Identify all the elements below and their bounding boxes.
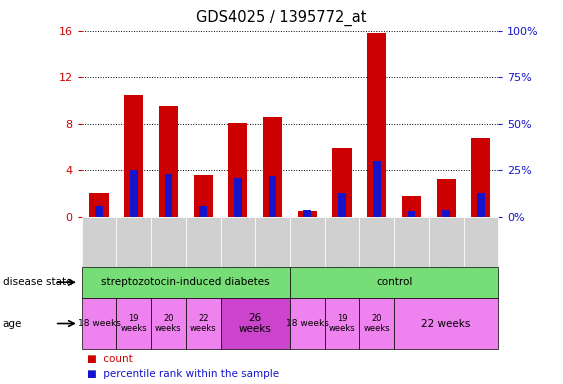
Bar [263,117,282,217]
Text: GSM317232: GSM317232 [199,220,208,274]
Text: GSM317267: GSM317267 [129,220,138,274]
Text: 22
weeks: 22 weeks [190,314,216,333]
Bar [164,174,172,217]
Text: 26
weeks: 26 weeks [239,313,272,334]
Bar [95,206,103,217]
Bar [229,122,247,217]
Text: 20
weeks: 20 weeks [364,314,390,333]
Text: control: control [376,277,412,287]
Text: ■  percentile rank within the sample: ■ percentile rank within the sample [87,369,279,379]
Text: 19
weeks: 19 weeks [120,314,147,333]
Text: GSM317234: GSM317234 [303,220,312,274]
Bar [130,170,137,217]
Text: GSM317177: GSM317177 [407,220,416,275]
Text: GSM317233: GSM317233 [442,220,450,274]
Bar [90,192,109,217]
Text: 19
weeks: 19 weeks [329,314,355,333]
Text: disease state: disease state [3,277,72,287]
Text: GSM317266: GSM317266 [372,220,381,274]
Text: GSM317237: GSM317237 [476,220,485,274]
Bar [199,206,207,217]
Bar [471,138,490,217]
Text: GSM317265: GSM317265 [164,220,173,274]
Text: 22 weeks: 22 weeks [422,318,471,329]
Text: GSM317231: GSM317231 [234,220,242,274]
Text: 18 weeks: 18 weeks [78,319,120,328]
Text: age: age [3,318,22,329]
Text: 20
weeks: 20 weeks [155,314,182,333]
Bar [443,210,450,217]
Text: GSM317236: GSM317236 [268,220,277,274]
Text: ■  count: ■ count [87,354,133,364]
Bar [124,95,143,217]
Bar [194,175,213,217]
Bar [408,211,415,217]
Bar [269,176,276,217]
Bar [402,196,421,217]
Text: 18 weeks: 18 weeks [286,319,329,328]
Bar [234,178,242,217]
Text: GSM317264: GSM317264 [338,220,346,274]
Text: GSM317235: GSM317235 [95,220,104,274]
Text: streptozotocin-induced diabetes: streptozotocin-induced diabetes [101,277,270,287]
Bar [338,193,346,217]
Bar [437,179,455,217]
Bar [298,211,317,217]
Bar [159,106,178,217]
Bar [367,33,386,217]
Text: GDS4025 / 1395772_at: GDS4025 / 1395772_at [196,10,367,26]
Bar [477,193,485,217]
Bar [333,148,351,217]
Bar [303,210,311,217]
Bar [373,161,381,217]
